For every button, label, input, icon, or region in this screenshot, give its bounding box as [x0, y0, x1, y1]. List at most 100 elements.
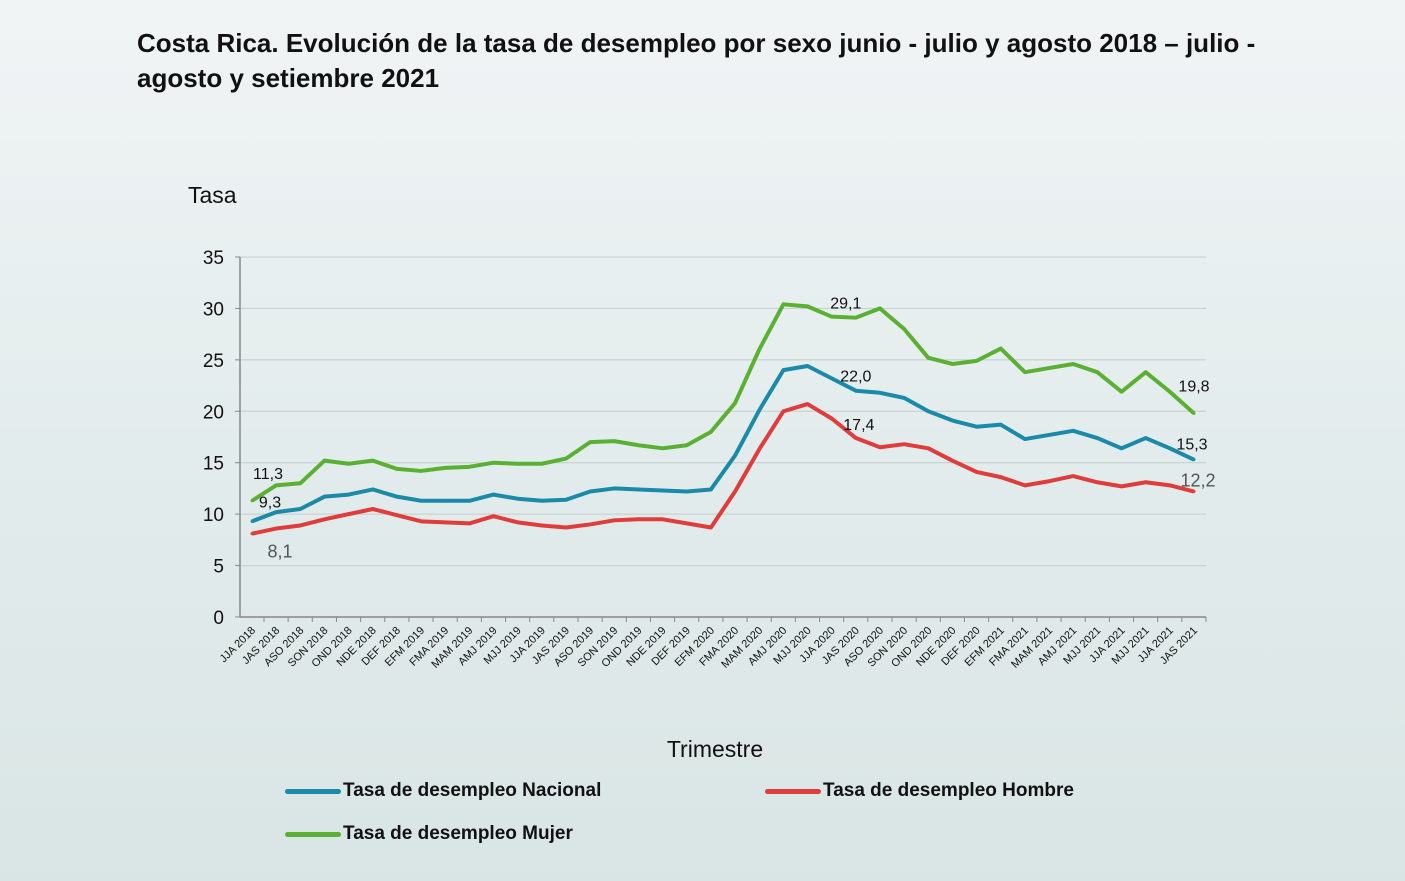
data-point	[1071, 474, 1075, 478]
data-point	[902, 442, 906, 446]
y-tick-label: 25	[203, 351, 224, 372]
data-point	[1095, 436, 1099, 440]
data-label: 15,3	[1176, 437, 1207, 454]
legend-swatch	[765, 788, 821, 794]
data-point	[757, 348, 761, 352]
data-point	[878, 306, 882, 310]
data-point	[1144, 480, 1148, 484]
series-line-0	[251, 364, 1195, 524]
data-point	[467, 465, 471, 469]
y-tick-label: 10	[203, 505, 224, 526]
data-point	[371, 507, 375, 511]
data-point	[1192, 458, 1196, 462]
y-axis-title: Tasa	[188, 182, 237, 208]
y-tick-label: 15	[203, 454, 224, 475]
data-point	[661, 517, 665, 521]
data-point	[1120, 390, 1124, 394]
data-point	[661, 488, 665, 492]
data-point	[975, 470, 979, 474]
data-point	[830, 376, 834, 380]
data-point	[298, 523, 302, 527]
data-point	[540, 523, 544, 527]
data-point	[854, 316, 858, 320]
data-point	[926, 446, 930, 450]
data-point	[298, 481, 302, 485]
data-point	[733, 454, 737, 458]
data-point	[854, 389, 858, 393]
data-point	[878, 445, 882, 449]
data-point	[781, 302, 785, 306]
data-label: 12,2	[1180, 471, 1215, 491]
data-point	[950, 459, 954, 463]
data-label: 17,4	[843, 417, 874, 434]
data-point	[371, 487, 375, 491]
legend-swatch	[285, 788, 341, 794]
legend-label: Tasa de desempleo Nacional	[343, 780, 602, 801]
data-point	[322, 517, 326, 521]
data-point	[540, 499, 544, 503]
data-point	[1023, 483, 1027, 487]
legend-label: Tasa de desempleo Mujer	[343, 823, 573, 844]
data-point	[709, 430, 713, 434]
data-point	[1144, 436, 1148, 440]
y-tick-label: 0	[213, 608, 224, 629]
data-point	[371, 459, 375, 463]
data-point	[926, 409, 930, 413]
series-line-2	[250, 302, 1196, 503]
data-point	[999, 475, 1003, 479]
data-point	[999, 423, 1003, 427]
data-point	[999, 347, 1003, 351]
data-point	[975, 425, 979, 429]
data-point	[588, 490, 592, 494]
data-point	[950, 419, 954, 423]
data-point	[1144, 370, 1148, 374]
y-tick-label: 5	[213, 557, 224, 578]
legend-label: Tasa de desempleo Hombre	[823, 780, 1074, 801]
data-point	[975, 359, 979, 363]
data-point	[854, 436, 858, 440]
data-point	[612, 486, 616, 490]
data-point	[1120, 446, 1124, 450]
data-point	[685, 521, 689, 525]
data-point	[636, 517, 640, 521]
data-point	[443, 466, 447, 470]
data-point	[250, 499, 254, 503]
data-point	[564, 526, 568, 530]
data-point	[347, 512, 351, 516]
data-point	[830, 315, 834, 319]
data-point	[781, 409, 785, 413]
data-point	[274, 483, 278, 487]
data-point	[685, 443, 689, 447]
data-point	[1168, 483, 1172, 487]
data-point	[1192, 490, 1196, 494]
data-point	[250, 519, 254, 523]
data-point	[492, 493, 496, 497]
data-point	[395, 495, 399, 499]
data-point	[516, 520, 520, 524]
data-point	[1120, 484, 1124, 488]
data-point	[636, 443, 640, 447]
data-point	[685, 490, 689, 494]
legend-nacional: Tasa de desempleo Nacional	[285, 780, 601, 802]
data-point	[1192, 411, 1196, 415]
data-label: 22,0	[840, 369, 871, 386]
data-point	[757, 447, 761, 451]
data-point	[467, 521, 471, 525]
data-point	[950, 362, 954, 366]
data-point	[588, 440, 592, 444]
data-label: 19,8	[1178, 378, 1209, 395]
data-point	[733, 401, 737, 405]
data-point	[516, 497, 520, 501]
data-point	[250, 532, 254, 536]
data-point	[1023, 370, 1027, 374]
data-point	[540, 462, 544, 466]
data-label: 8,1	[267, 542, 292, 562]
data-point	[1047, 433, 1051, 437]
data-point	[806, 364, 810, 368]
data-point	[322, 495, 326, 499]
data-point	[564, 498, 568, 502]
data-point	[395, 467, 399, 471]
data-point	[733, 490, 737, 494]
data-point	[902, 396, 906, 400]
